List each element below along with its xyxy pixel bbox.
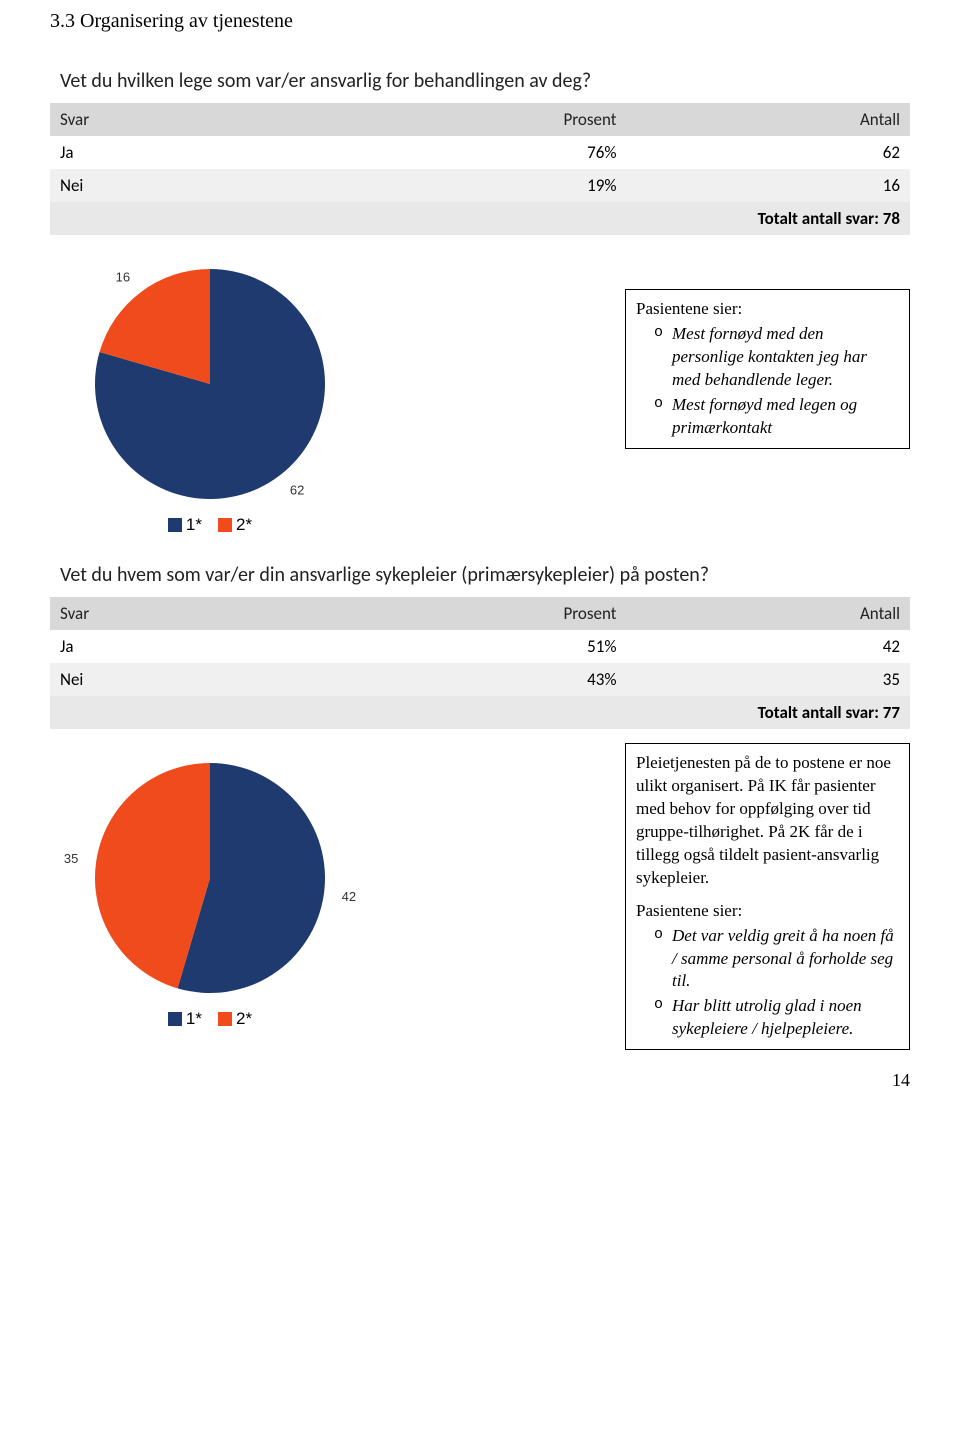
svg-text:42: 42: [342, 889, 356, 904]
table-row: Ja 51% 42: [50, 630, 910, 663]
cell-label: Ja: [50, 136, 282, 169]
svg-text:35: 35: [64, 851, 78, 866]
legend-swatch-2: [218, 518, 232, 532]
legend-item-2: 2*: [218, 1009, 252, 1029]
cell-percent: 76%: [282, 136, 627, 169]
question-2-table: Svar Prosent Antall Ja 51% 42 Nei 43% 35…: [50, 597, 910, 729]
section-heading: 3.3 Organisering av tjenestene: [50, 10, 910, 33]
page-number: 14: [50, 1070, 910, 1091]
cell-count: 62: [626, 136, 910, 169]
cell-percent: 43%: [282, 663, 627, 696]
callout-item: Har blitt utrolig glad i noen sykepleier…: [654, 995, 899, 1041]
legend-label-1: 1*: [186, 1009, 202, 1028]
q2-chart: 42 35 1* 2*: [50, 743, 370, 1029]
col-svar: Svar: [50, 597, 282, 630]
legend-item-1: 1*: [168, 1009, 202, 1029]
total-label: Totalt antall svar: 77: [50, 696, 910, 729]
legend-label-2: 2*: [236, 1009, 252, 1028]
cell-label: Nei: [50, 169, 282, 202]
cell-count: 16: [626, 169, 910, 202]
callout-intro: Pleietjenesten på de to postene er noe u…: [636, 752, 899, 890]
table-row: Nei 43% 35: [50, 663, 910, 696]
legend-label-1: 1*: [186, 515, 202, 534]
col-antall: Antall: [626, 103, 910, 136]
col-prosent: Prosent: [282, 597, 627, 630]
question-1-panel: Vet du hvilken lege som var/er ansvarlig…: [50, 61, 910, 539]
col-prosent: Prosent: [282, 103, 627, 136]
svg-text:16: 16: [116, 270, 130, 285]
legend-swatch-1: [168, 1012, 182, 1026]
question-1-table: Svar Prosent Antall Ja 76% 62 Nei 19% 16…: [50, 103, 910, 235]
svg-text:62: 62: [290, 482, 304, 497]
legend-swatch-1: [168, 518, 182, 532]
pie-chart-icon: 42 35: [50, 743, 370, 1003]
callout-item: Det var veldig greit å ha noen få / samm…: [654, 925, 899, 994]
cell-label: Nei: [50, 663, 282, 696]
cell-percent: 19%: [282, 169, 627, 202]
table-total-row: Totalt antall svar: 77: [50, 696, 910, 729]
legend-label-2: 2*: [236, 515, 252, 534]
cell-percent: 51%: [282, 630, 627, 663]
col-antall: Antall: [626, 597, 910, 630]
legend-item-1: 1*: [168, 515, 202, 535]
q1-chart: 62 16 1* 2*: [50, 249, 370, 535]
question-2-text: Vet du hvem som var/er din ansvarlige sy…: [50, 555, 910, 597]
q2-legend: 1* 2*: [168, 1009, 252, 1029]
callout-lead: Pasientene sier:: [636, 298, 899, 321]
total-label: Totalt antall svar: 78: [50, 202, 910, 235]
table-row: Nei 19% 16: [50, 169, 910, 202]
cell-count: 35: [626, 663, 910, 696]
q1-callout: Pasientene sier: Mest fornøyd med den pe…: [625, 289, 910, 449]
callout-item: Mest fornøyd med legen og primærkontakt: [654, 394, 899, 440]
pie-chart-icon: 62 16: [50, 249, 370, 509]
q2-callout: Pleietjenesten på de to postene er noe u…: [625, 743, 910, 1050]
cell-count: 42: [626, 630, 910, 663]
callout-lead: Pasientene sier:: [636, 900, 899, 923]
q1-legend: 1* 2*: [168, 515, 252, 535]
col-svar: Svar: [50, 103, 282, 136]
question-2-panel: Vet du hvem som var/er din ansvarlige sy…: [50, 555, 910, 1054]
table-total-row: Totalt antall svar: 78: [50, 202, 910, 235]
legend-swatch-2: [218, 1012, 232, 1026]
legend-item-2: 2*: [218, 515, 252, 535]
table-row: Ja 76% 62: [50, 136, 910, 169]
callout-item: Mest fornøyd med den personlige kontakte…: [654, 323, 899, 392]
cell-label: Ja: [50, 630, 282, 663]
question-1-text: Vet du hvilken lege som var/er ansvarlig…: [50, 61, 910, 103]
